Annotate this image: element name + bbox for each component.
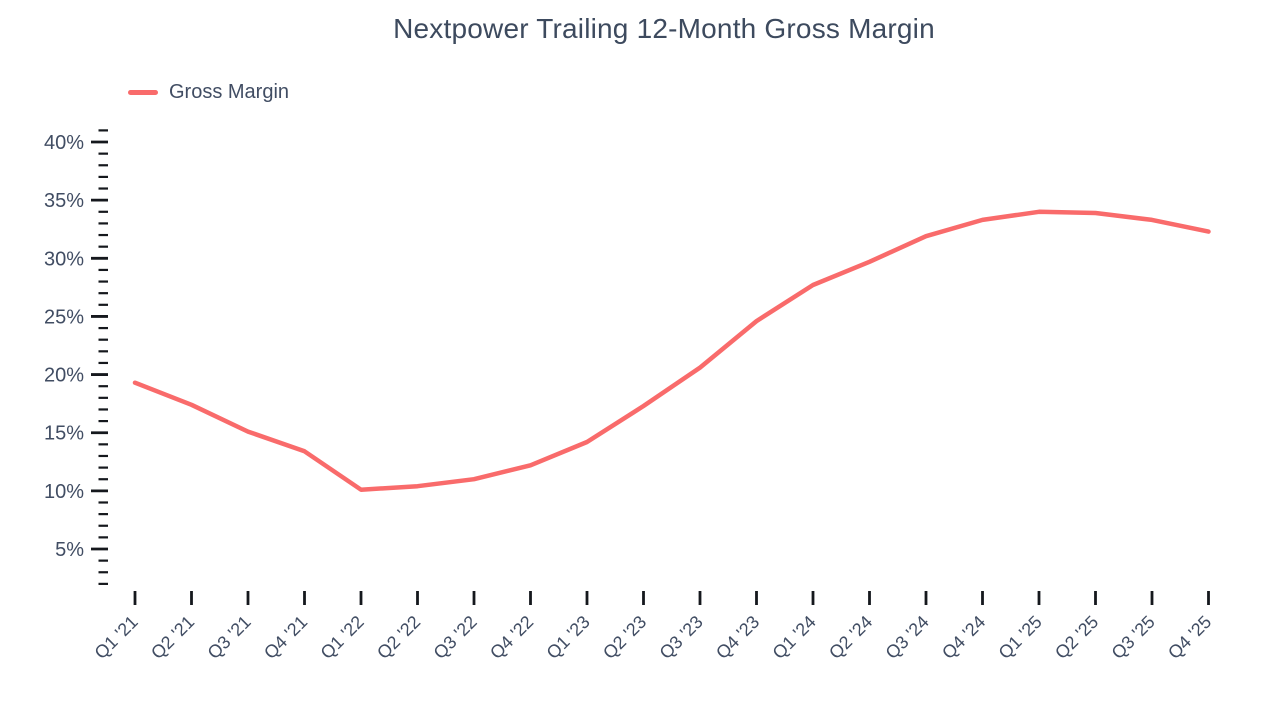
gross-margin-series-line xyxy=(132,209,1211,492)
x-axis-tick-label: Q4 '21 xyxy=(260,612,311,663)
y-axis-tick-label: 10% xyxy=(44,481,84,503)
legend: Gross Margin xyxy=(128,81,289,104)
y-axis-tick-label: 40% xyxy=(44,132,84,154)
legend-label: Gross Margin xyxy=(169,81,290,103)
x-axis-tick-label: Q3 '25 xyxy=(1108,612,1159,663)
x-axis-tick-label: Q2 '22 xyxy=(373,612,424,663)
y-axis-tick-label: 25% xyxy=(44,306,84,328)
x-axis-tick-label: Q1 '22 xyxy=(317,612,368,663)
x-axis-tick-label: Q2 '21 xyxy=(147,612,198,663)
legend-line-swatch xyxy=(128,90,158,95)
x-axis-tick-label: Q3 '23 xyxy=(656,612,707,663)
y-axis-tick-label: 35% xyxy=(44,190,84,212)
x-axis-tick-label: Q1 '21 xyxy=(91,612,142,663)
x-axis-tick-label: Q3 '21 xyxy=(204,612,255,663)
x-axis-tick-label: Q1 '24 xyxy=(769,612,820,663)
x-axis-tick-label: Q2 '24 xyxy=(825,612,876,663)
x-axis-tick-label: Q2 '25 xyxy=(1051,612,1102,663)
x-axis-tick-label: Q4 '24 xyxy=(938,612,989,663)
y-axis-tick-label: 5% xyxy=(55,539,84,561)
x-axis-tick-label: Q4 '25 xyxy=(1164,612,1215,663)
x-axis-tick-label: Q3 '22 xyxy=(430,612,481,663)
x-axis-tick-label: Q1 '25 xyxy=(995,612,1046,663)
x-axis-tick-label: Q1 '23 xyxy=(543,612,594,663)
y-axis-tick-label: 15% xyxy=(44,423,84,445)
x-axis-tick-label: Q2 '23 xyxy=(599,612,650,663)
x-axis-tick-label: Q4 '23 xyxy=(712,612,763,663)
y-axis-tick-label: 30% xyxy=(44,248,84,270)
x-axis-tick-label: Q4 '22 xyxy=(486,612,537,663)
x-axis-tick-label: Q3 '24 xyxy=(882,612,933,663)
y-axis-tick-label: 20% xyxy=(44,365,84,387)
chart-title: Nextpower Trailing 12-Month Gross Margin xyxy=(393,13,935,44)
